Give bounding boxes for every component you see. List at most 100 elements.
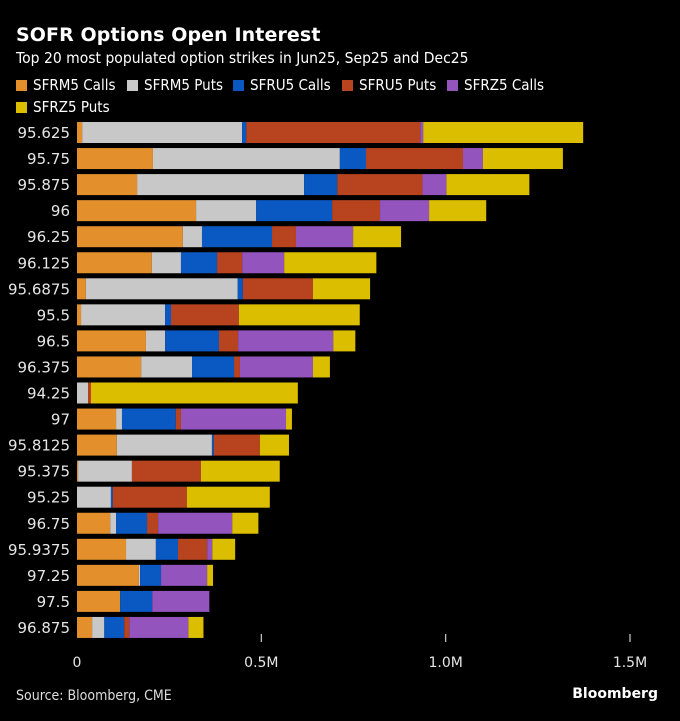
bar-segment xyxy=(312,278,371,300)
bar-segment xyxy=(137,174,305,196)
legend-label: SFRZ5 Calls xyxy=(464,76,545,94)
x-tick-label: 1.0M xyxy=(428,655,462,671)
bar-segment xyxy=(77,434,117,456)
y-tick-label: 95.25 xyxy=(27,489,70,507)
y-tick-label: 95.9375 xyxy=(8,541,70,559)
y-tick-label: 95.875 xyxy=(18,176,71,194)
legend-item: SFRZ5 Puts xyxy=(16,98,110,116)
bar-segment xyxy=(239,356,313,378)
y-tick-label: 97 xyxy=(51,411,70,429)
legend-swatch xyxy=(16,101,27,113)
x-tick-label: 0 xyxy=(73,655,82,671)
bar-segment xyxy=(110,486,113,508)
bar-segment xyxy=(77,590,121,612)
bar-segment xyxy=(237,278,243,300)
bar-segment xyxy=(77,616,93,638)
bar-segment xyxy=(380,200,430,222)
bar-segment xyxy=(77,304,82,326)
bar-segment xyxy=(242,252,285,274)
legend: SFRM5 Calls SFRM5 Puts SFRU5 Calls SFRU5 Pu… xyxy=(16,76,636,116)
bar-segment xyxy=(120,590,153,612)
bar-segment xyxy=(188,616,204,638)
bar-segment xyxy=(158,512,233,534)
bar-segment xyxy=(175,408,181,430)
bar-segment xyxy=(232,512,259,534)
bar-segment xyxy=(140,564,162,586)
bar-segment xyxy=(217,252,243,274)
bar-segment xyxy=(218,330,239,352)
bar-segment xyxy=(81,304,166,326)
bar-segment xyxy=(234,356,240,378)
bar-segment xyxy=(242,278,313,300)
bar-segment xyxy=(339,148,367,170)
bar-segment xyxy=(77,408,117,430)
bar-segment xyxy=(104,616,125,638)
legend-item: SFRU5 Puts xyxy=(342,76,437,94)
legend-label: SFRM5 Calls xyxy=(33,76,116,94)
bar-segment xyxy=(212,538,236,560)
bar-segment xyxy=(161,564,208,586)
bar-segment xyxy=(147,512,159,534)
chart-subtitle: Top 20 most populated option strikes in … xyxy=(16,49,469,67)
bar-segment xyxy=(295,226,354,248)
bar-segment xyxy=(304,174,338,196)
bar-segment xyxy=(200,460,280,482)
bar-segment xyxy=(77,122,83,143)
bar-segment xyxy=(116,408,122,430)
bar-segment xyxy=(77,512,111,534)
x-tick-label: 1.5M xyxy=(613,655,647,671)
legend-label: SFRZ5 Puts xyxy=(33,98,110,116)
bar-segment xyxy=(129,616,189,638)
y-tick-label: 95.8125 xyxy=(8,437,70,455)
bar-segment xyxy=(429,200,487,222)
y-axis-labels: 95.625 95.75 95.875 96 96.25 96.125 95.6875 95.… xyxy=(8,124,70,637)
bar-segment xyxy=(88,382,92,404)
bar-segment xyxy=(78,460,132,482)
legend-swatch xyxy=(447,79,458,91)
bar-segment xyxy=(256,200,333,222)
legend-label: SFRU5 Puts xyxy=(359,76,437,94)
y-tick-label: 96.75 xyxy=(27,515,70,533)
bar-segment xyxy=(238,304,360,326)
bar-segment xyxy=(85,278,238,300)
source-note: Source: Bloomberg, CME xyxy=(16,688,172,704)
bar-segment xyxy=(201,226,273,248)
bar-segment xyxy=(77,486,111,508)
y-tick-label: 95.75 xyxy=(27,150,70,168)
bar-segment xyxy=(213,434,260,456)
bar-segment xyxy=(77,252,152,274)
bar-segment xyxy=(246,122,421,143)
bar-segment xyxy=(116,434,212,456)
bar-segment xyxy=(77,278,86,300)
bar-segment xyxy=(145,330,166,352)
bar-segment xyxy=(77,148,153,170)
y-tick-label: 95.5 xyxy=(37,306,70,324)
bar-segment xyxy=(121,408,176,430)
bars-group xyxy=(77,122,584,638)
bar-segment xyxy=(312,356,330,378)
bar-segment xyxy=(259,434,289,456)
legend-item: SFRU5 Calls xyxy=(233,76,332,94)
bar-segment xyxy=(155,538,179,560)
legend-swatch xyxy=(233,79,245,91)
bar-segment xyxy=(124,616,130,638)
bar-segment xyxy=(337,174,423,196)
bar-segment xyxy=(207,564,214,586)
bar-segment xyxy=(211,434,214,456)
bar-segment xyxy=(152,590,210,612)
bar-segment xyxy=(77,330,146,352)
bar-segment xyxy=(152,148,340,170)
legend-swatch xyxy=(126,79,138,91)
bar-segment xyxy=(171,304,239,326)
bar-segment xyxy=(82,122,243,143)
bloomberg-logo: Bloomberg xyxy=(572,686,658,702)
bar-segment xyxy=(178,538,208,560)
chart-title: SOFR Options Open Interest xyxy=(16,24,321,46)
bar-segment xyxy=(77,538,127,560)
bar-segment xyxy=(238,330,334,352)
legend-item: SFRZ5 Calls xyxy=(447,76,545,94)
bar-segment xyxy=(91,382,298,404)
legend-item: SFRM5 Puts xyxy=(126,76,224,94)
bar-segment xyxy=(182,226,202,248)
